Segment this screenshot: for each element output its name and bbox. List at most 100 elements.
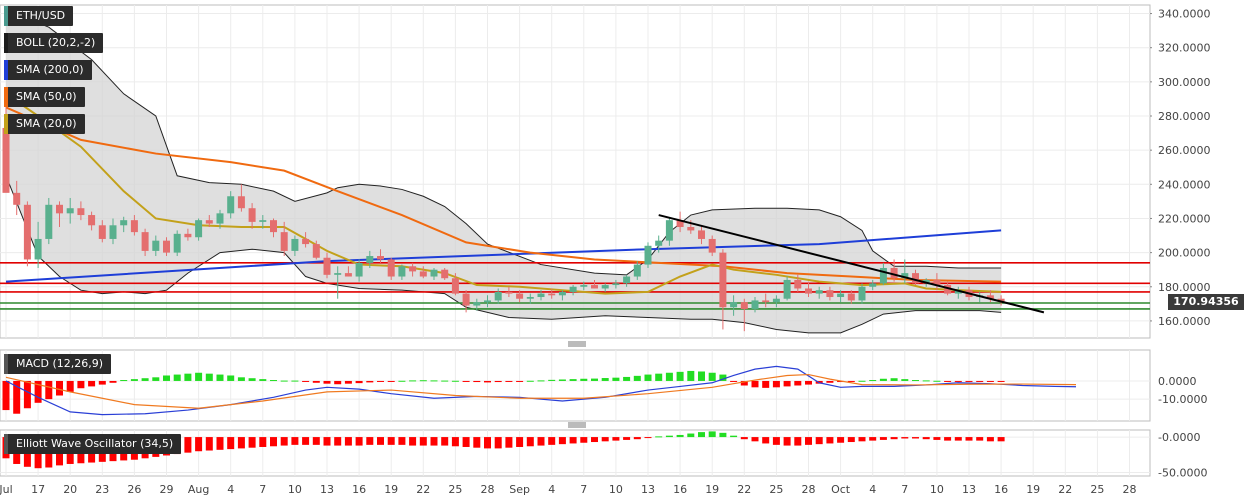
legend-item[interactable]: BOLL (20,2,-2) [4,33,104,53]
macd-histogram-bar [141,378,149,381]
candle-body [130,220,138,233]
price-y-tick-label: 340.0000 [1158,8,1211,21]
macd-swatch [4,354,8,374]
macd-histogram-bar [494,380,502,383]
macd-histogram-bar [762,380,770,388]
legend-label: ETH/USD [16,9,66,22]
ewo-histogram-bar [366,437,374,445]
ewo-histogram-bar [644,437,652,439]
x-tick-label: 25 [769,483,783,496]
macd-histogram-bar [430,380,438,382]
ewo-histogram-bar [291,437,299,445]
candle-body [334,273,342,275]
macd-histogram-bar [377,380,384,382]
ewo-legend[interactable]: Elliott Wave Oscillator (34,5) [4,434,182,454]
ewo-histogram-bar [826,437,834,444]
bollinger-band-fill [6,10,1002,333]
ewo-histogram-bar [537,437,545,446]
candle-body [751,300,759,309]
legend-swatch [4,33,8,53]
ewo-histogram-bar [270,437,277,447]
macd-histogram-bar [687,370,695,381]
macd-histogram-bar [665,372,673,381]
ewo-histogram-bar [205,437,213,451]
candle-body [141,232,149,251]
macd-histogram-bar [912,380,919,382]
macd-histogram-bar [441,380,449,382]
legend-label: BOLL (20,2,-2) [16,36,96,49]
macd-histogram-bar [120,380,128,382]
x-tick-label: 4 [548,483,555,496]
ewo-histogram-bar [558,437,566,445]
macd-histogram-bar [227,375,235,381]
macd-histogram-bar [334,380,342,385]
ewo-histogram-bar [869,437,877,441]
x-tick-label: 10 [609,483,623,496]
x-tick-label: 7 [901,483,908,496]
macd-y-tick-label: 0.0000 [1158,375,1197,388]
macd-histogram-bar [2,380,10,411]
macd-histogram-bar [869,380,877,382]
macd-histogram-bar [644,374,652,381]
candle-body [280,232,288,251]
ewo-histogram-bar [837,437,845,443]
candle-body [441,269,449,279]
macd-histogram-bar [152,377,160,381]
macd-histogram-bar [676,371,684,381]
candle-body [430,269,438,277]
candle-body [419,271,427,277]
macd-histogram-bar [344,380,352,384]
candle-body [355,262,363,277]
legend-swatch [4,60,8,80]
ewo-histogram-bar [430,437,438,446]
ewo-histogram-bar [740,437,748,440]
macd-histogram-bar [954,380,962,382]
price-y-tick-label: 280.0000 [1158,110,1211,123]
candle-body [120,220,128,226]
price-y-tick-label: 160.0000 [1158,315,1211,328]
ewo-histogram-bar [912,437,919,439]
legend-item[interactable]: SMA (20,0) [4,114,85,134]
ewo-histogram-bar [355,437,363,446]
ewo-histogram-bar [944,437,952,441]
legend-item[interactable]: SMA (200,0) [4,60,92,80]
macd-histogram-bar [163,375,170,381]
x-tick-label: 16 [994,483,1008,496]
macd-histogram-bar [986,380,994,382]
x-tick-label: 28 [1123,483,1137,496]
ewo-histogram-bar [569,437,577,444]
x-tick-label: 16 [673,483,687,496]
candle-body [783,279,791,299]
candle-body [698,230,705,239]
macd-histogram-bar [248,378,256,381]
candle-body [2,127,10,193]
ewo-histogram-bar [997,437,1005,442]
x-tick-label: 4 [869,483,876,496]
legend-item[interactable]: SMA (50,0) [4,87,85,107]
legend-item[interactable]: ETH/USD [4,6,74,26]
ewo-histogram-bar [334,437,342,446]
ewo-histogram-bar [323,437,331,446]
candle-body [323,257,331,275]
candle-body [13,192,21,205]
macd-histogram-bar [505,380,513,382]
macd-histogram-bar [580,378,588,381]
macd-histogram-bar [698,371,705,381]
macd-legend[interactable]: MACD (12,26,9) [4,354,112,374]
ewo-histogram-bar [633,437,641,440]
x-tick-label: 16 [352,483,366,496]
candle-body [473,302,481,306]
ewo-histogram-bar [762,437,770,444]
macd-histogram-bar [719,374,727,381]
macd-histogram-bar [944,380,952,382]
candle-body [88,215,96,226]
macd-histogram-bar [772,380,780,388]
candle-body [344,273,352,277]
candle-body [34,238,42,260]
candle-body [163,240,170,253]
legend-label: SMA (20,0) [16,117,77,130]
ewo-histogram-bar [494,437,502,449]
ewo-histogram-bar [227,437,235,450]
macd-histogram-bar [548,379,556,381]
